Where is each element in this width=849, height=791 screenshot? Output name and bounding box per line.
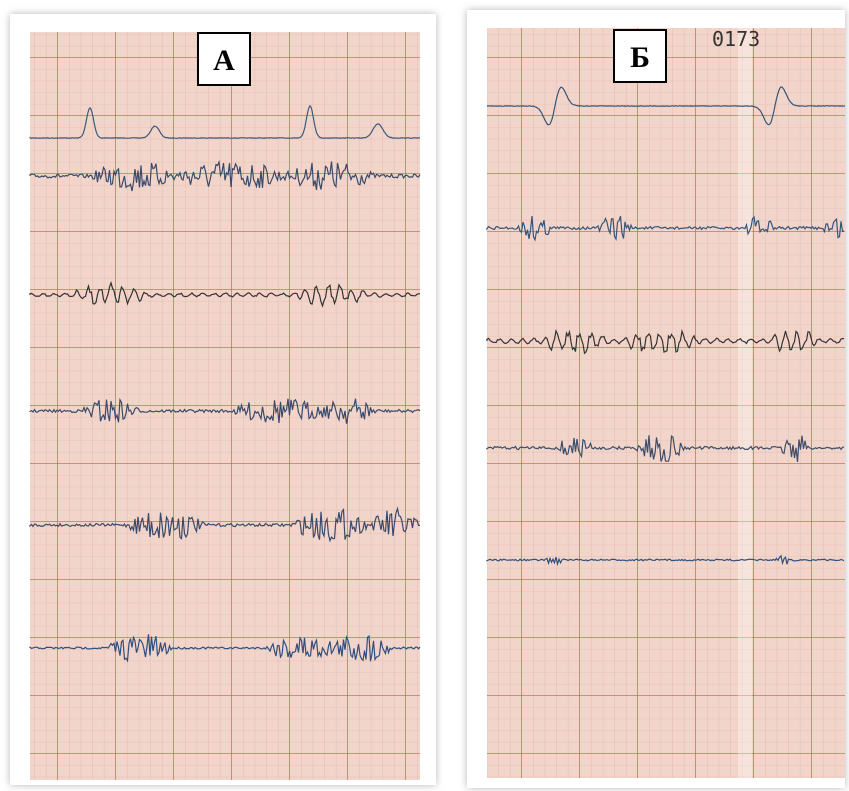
trace xyxy=(29,634,421,663)
stamp: 0173 xyxy=(712,27,760,51)
label-box xyxy=(197,32,251,86)
grid xyxy=(487,28,845,778)
trace xyxy=(29,159,421,192)
grid xyxy=(30,32,420,780)
panel-label: Б xyxy=(630,41,650,74)
traces xyxy=(29,86,846,663)
trace xyxy=(486,434,845,462)
paper-fold xyxy=(738,28,752,778)
panel-label: А xyxy=(213,44,235,77)
trace xyxy=(29,397,421,424)
trace xyxy=(29,104,421,139)
trace xyxy=(486,554,845,567)
trace xyxy=(487,86,846,126)
trace xyxy=(486,215,845,242)
trace xyxy=(29,280,420,308)
trace xyxy=(486,328,845,355)
label-box xyxy=(613,29,667,83)
trace xyxy=(29,506,421,543)
